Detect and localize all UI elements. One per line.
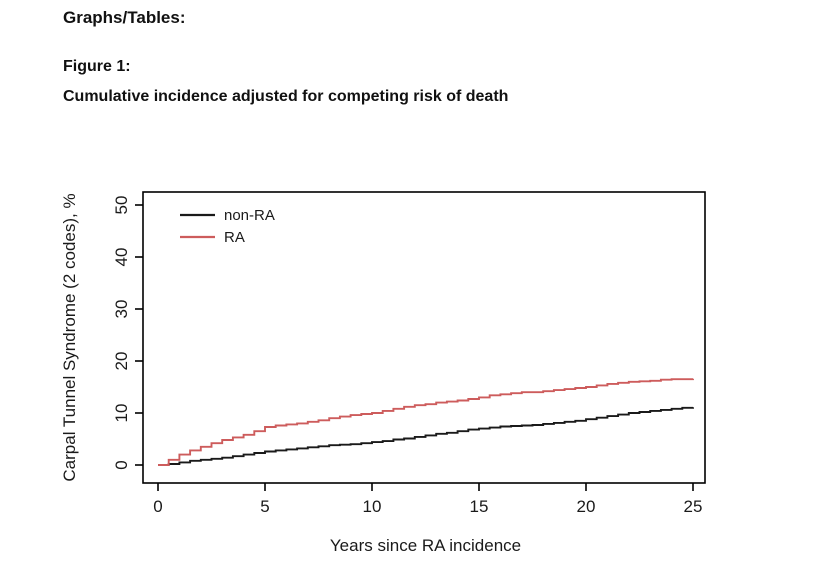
x-tick-label: 10 <box>363 497 382 516</box>
cumulative-incidence-chart: 0 5 10 15 20 25 0 10 20 30 40 50 Years since RA inci… <box>60 191 706 555</box>
x-tick-label: 15 <box>470 497 489 516</box>
y-tick-label: 10 <box>112 404 131 423</box>
y-tick-label: 20 <box>112 352 131 371</box>
x-tick-label: 0 <box>153 497 162 516</box>
series-line-non-RA <box>158 406 694 466</box>
legend-label-RA: RA <box>224 229 245 246</box>
y-tick-label: 50 <box>112 196 131 215</box>
x-axis-label: Years since RA incidence <box>330 536 521 555</box>
x-tick-label: 25 <box>684 497 703 516</box>
legend-label-non-RA: non-RA <box>224 207 275 224</box>
figure-title: Cumulative incidence adjusted for compet… <box>63 88 509 105</box>
series-line-RA <box>158 378 694 466</box>
plot-border <box>142 191 706 484</box>
x-tick-label: 20 <box>577 497 596 516</box>
figure-label: Figure 1: <box>63 58 131 75</box>
y-axis-label: Carpal Tunnel Syndrome (2 codes), % <box>60 193 79 481</box>
y-tick-label: 40 <box>112 248 131 267</box>
y-tick-label: 0 <box>112 460 131 469</box>
y-tick-label: 30 <box>112 300 131 319</box>
section-heading: Graphs/Tables: <box>63 8 186 27</box>
x-tick-label: 5 <box>260 497 269 516</box>
